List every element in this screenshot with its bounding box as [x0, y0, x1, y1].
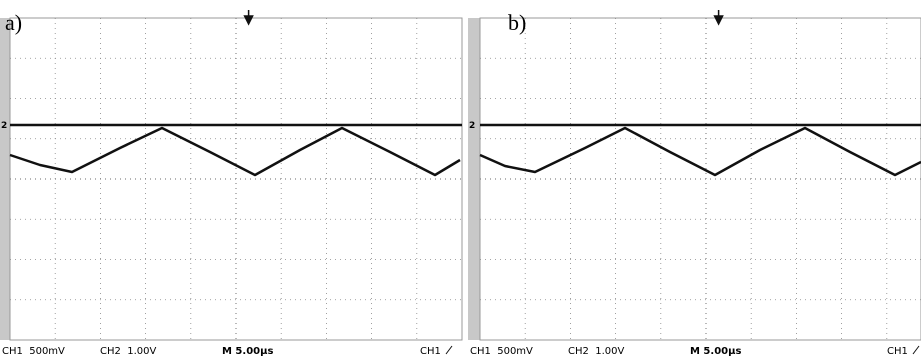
scope-panel: 2 b) CH1 500mV CH2 1.00V M 5.00µs CH1 — [468, 10, 921, 357]
panel-label: a) — [5, 10, 22, 35]
side-strip — [0, 18, 10, 340]
trigger-slope — [913, 346, 919, 354]
status-timebase: M 5.00µs — [690, 346, 741, 357]
scope-panel: 2 a) CH1 500mV CH2 1.00V M 5.00µs CH1 — [0, 10, 462, 357]
status-ch2: CH2 1.00V — [100, 346, 156, 357]
status-ch1: CH1 500mV — [2, 346, 65, 357]
status-trigger: CH1 — [887, 346, 908, 357]
status-trigger: CH1 — [420, 346, 441, 357]
scope-figure: 2 a) CH1 500mV CH2 1.00V M 5.00µs CH1 2 b) CH1 5… — [0, 0, 921, 359]
status-ch2: CH2 1.00V — [568, 346, 624, 357]
status-timebase: M 5.00µs — [222, 346, 273, 357]
panel-label: b) — [508, 10, 526, 35]
channel-marker: 2 — [469, 121, 475, 131]
trigger-slope — [446, 346, 452, 354]
side-strip — [468, 18, 480, 340]
channel-marker: 2 — [1, 121, 7, 131]
status-ch1: CH1 500mV — [470, 346, 533, 357]
